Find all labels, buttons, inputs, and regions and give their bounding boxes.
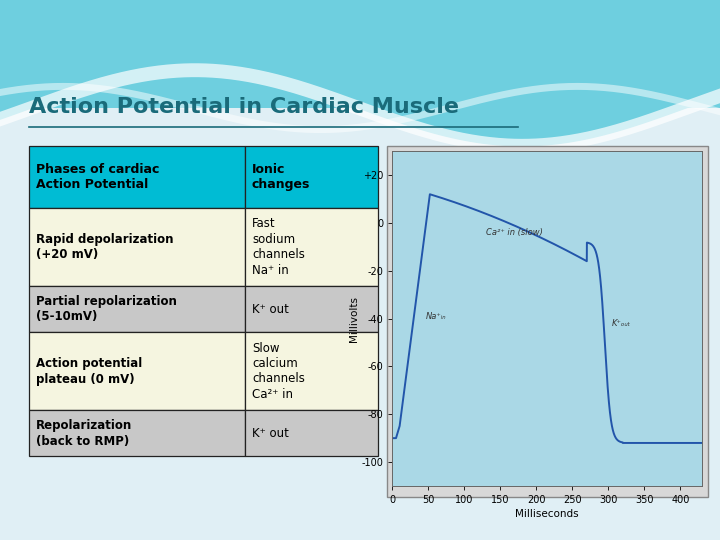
Text: Slow
calcium
channels
Ca²⁺ in: Slow calcium channels Ca²⁺ in <box>252 341 305 401</box>
Text: Rapid depolarization
(+20 mV): Rapid depolarization (+20 mV) <box>36 233 174 261</box>
Text: Fast
sodium
channels
Na⁺ in: Fast sodium channels Na⁺ in <box>252 217 305 277</box>
Text: Ca²⁺ in (slow): Ca²⁺ in (slow) <box>486 228 543 237</box>
FancyBboxPatch shape <box>29 208 245 286</box>
FancyBboxPatch shape <box>245 208 378 286</box>
FancyBboxPatch shape <box>29 410 245 456</box>
FancyBboxPatch shape <box>245 286 378 332</box>
Text: K⁺ₒᵤₜ: K⁺ₒᵤₜ <box>612 319 631 328</box>
FancyBboxPatch shape <box>29 286 245 332</box>
FancyBboxPatch shape <box>245 146 378 208</box>
FancyBboxPatch shape <box>245 332 378 410</box>
Text: Na⁺ᵢₙ: Na⁺ᵢₙ <box>426 312 447 321</box>
X-axis label: Milliseconds: Milliseconds <box>516 509 579 519</box>
Text: Partial repolarization
(5-10mV): Partial repolarization (5-10mV) <box>36 295 177 323</box>
Text: K⁺ out: K⁺ out <box>252 427 289 440</box>
Polygon shape <box>0 108 720 540</box>
Text: K⁺ out: K⁺ out <box>252 302 289 316</box>
Polygon shape <box>0 0 720 108</box>
FancyBboxPatch shape <box>29 332 245 410</box>
Text: Phases of cardiac
Action Potential: Phases of cardiac Action Potential <box>36 163 159 191</box>
Y-axis label: Millivolts: Millivolts <box>348 295 359 342</box>
Text: Repolarization
(back to RMP): Repolarization (back to RMP) <box>36 419 132 448</box>
Text: Ionic
changes: Ionic changes <box>252 163 310 191</box>
FancyBboxPatch shape <box>29 146 245 208</box>
FancyBboxPatch shape <box>245 410 378 456</box>
Text: Action potential
plateau (0 mV): Action potential plateau (0 mV) <box>36 357 143 386</box>
Text: Action Potential in Cardiac Muscle: Action Potential in Cardiac Muscle <box>29 97 459 117</box>
